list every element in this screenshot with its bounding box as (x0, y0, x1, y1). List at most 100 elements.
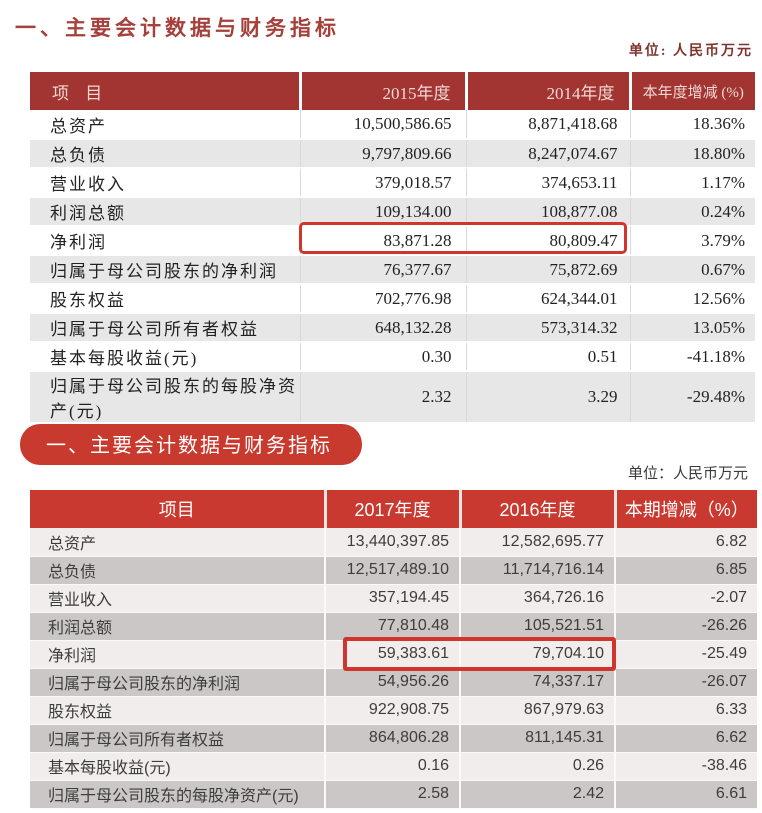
row-label: 总负债 (30, 556, 326, 585)
row-value-current: 648,132.28 (300, 313, 467, 343)
row-value-change: 3.79% (630, 226, 755, 256)
section1-title: 一、主要会计数据与财务指标 (15, 16, 340, 40)
row-value-change: -29.48% (630, 371, 755, 424)
row-value-previous: 374,653.11 (466, 168, 631, 198)
section1-unit-label: 单位: 人民币万元 (628, 44, 753, 59)
row-value-previous: 867,979.63 (460, 696, 616, 725)
table-row: 利润总额 77,810.48 105,521.51 -26.26 (30, 612, 757, 641)
row-value-change: -38.46 (615, 752, 757, 781)
row-value-change: 6.85 (615, 556, 757, 585)
row-value-current: 109,134.00 (300, 197, 467, 227)
row-value-current: 12,517,489.10 (325, 556, 461, 585)
row-value-previous: 3.29 (466, 371, 631, 424)
row-value-change: 18.80% (630, 139, 755, 169)
row-value-previous: 2.42 (460, 780, 616, 809)
table-row: 归属于母公司股东的净利润 54,956.26 74,337.17 -26.07 (30, 668, 757, 697)
row-value-change: 6.62 (615, 724, 757, 753)
row-value-current: 0.16 (325, 752, 461, 781)
row-label: 归属于母公司股东的净利润 (30, 255, 301, 285)
row-value-change: 1.17% (630, 168, 755, 198)
table-row: 归属于母公司所有者权益 864,806.28 811,145.31 6.62 (30, 724, 757, 753)
row-label: 营业收入 (30, 584, 326, 613)
table2-body: 总资产 13,440,397.85 12,582,695.77 6.82 总负债 12,5… (30, 528, 757, 809)
row-label: 归属于母公司所有者权益 (30, 724, 326, 753)
row-value-current: 864,806.28 (325, 724, 461, 753)
section2-unit-label: 单位：人民币万元 (627, 465, 748, 482)
table-row: 总资产 13,440,397.85 12,582,695.77 6.82 (30, 528, 757, 557)
row-value-change: 6.82 (615, 528, 757, 557)
table-row: 归属于母公司股东的每股净资产(元) 2.58 2.42 6.61 (30, 780, 757, 809)
row-value-previous: 80,809.47 (466, 226, 631, 256)
row-value-previous: 0.51 (466, 342, 631, 372)
row-value-previous: 624,344.01 (466, 284, 631, 314)
row-value-previous: 364,726.16 (460, 584, 616, 613)
row-value-change: 6.61 (615, 780, 757, 809)
row-value-change: -2.07 (615, 584, 757, 613)
row-value-change: 12.56% (630, 284, 755, 314)
row-value-previous: 11,714,716.14 (460, 556, 616, 585)
row-value-change: 6.33 (615, 696, 757, 725)
row-label: 归属于母公司股东的每股净资产(元) (30, 371, 301, 424)
row-value-change: -41.18% (630, 342, 755, 372)
table-row: 基本每股收益(元) 0.30 0.51 -41.18% (30, 342, 755, 372)
row-value-previous: 8,871,418.68 (466, 110, 631, 140)
table-row: 归属于母公司股东的净利润 76,377.67 75,872.69 0.67% (30, 255, 755, 285)
row-value-previous: 105,521.51 (460, 612, 616, 641)
row-value-change: 18.36% (630, 110, 755, 140)
row-value-current: 2.58 (325, 780, 461, 809)
row-value-current: 2.32 (300, 371, 467, 424)
table-row: 总资产 10,500,586.65 8,871,418.68 18.36% (30, 110, 755, 140)
row-value-previous: 12,582,695.77 (460, 528, 616, 557)
table-row: 基本每股收益(元) 0.16 0.26 -38.46 (30, 752, 757, 781)
row-value-previous: 0.26 (460, 752, 616, 781)
row-label: 净利润 (30, 640, 326, 669)
table2-header-year-current: 2017年度 (325, 490, 462, 528)
row-value-current: 77,810.48 (325, 612, 461, 641)
table-row: 总负债 9,797,809.66 8,247,074.67 18.80% (30, 139, 755, 169)
table-row: 股东权益 702,776.98 624,344.01 12.56% (30, 284, 755, 314)
row-value-previous: 573,314.32 (466, 313, 631, 343)
row-value-previous: 79,704.10 (460, 640, 616, 669)
row-value-previous: 8,247,074.67 (466, 139, 631, 169)
table2-header-year-previous: 2016年度 (460, 490, 617, 528)
row-value-change: 0.67% (630, 255, 755, 285)
table2-header-item: 项目 (30, 490, 327, 528)
row-value-change: 13.05% (630, 313, 755, 343)
row-label: 利润总额 (30, 197, 301, 227)
table-row: 净利润 59,383.61 79,704.10 -25.49 (30, 640, 757, 669)
row-value-current: 54,956.26 (325, 668, 461, 697)
row-value-change: -26.26 (615, 612, 757, 641)
table1-header-change: 本年度增减 (%) (630, 72, 755, 110)
row-value-current: 59,383.61 (325, 640, 461, 669)
financial-table-2017-2016: 项目 2017年度 2016年度 本期增减（%） 总资产 13,440,397.8… (30, 490, 757, 809)
row-value-current: 9,797,809.66 (300, 139, 467, 169)
row-value-change: 0.24% (630, 197, 755, 227)
row-value-previous: 75,872.69 (466, 255, 631, 285)
row-value-current: 922,908.75 (325, 696, 461, 725)
row-value-current: 0.30 (300, 342, 467, 372)
table1-header-year-previous: 2014年度 (466, 72, 632, 110)
table-row: 归属于母公司股东的每股净资产(元) 2.32 3.29 -29.48% (30, 371, 755, 424)
row-label: 净利润 (30, 226, 301, 256)
row-value-current: 76,377.67 (300, 255, 467, 285)
row-value-current: 83,871.28 (300, 226, 467, 256)
table1-header: 项 目 2015年度 2014年度 本年度增减 (%) (30, 72, 755, 110)
row-label: 总资产 (30, 528, 326, 557)
row-label: 股东权益 (30, 284, 301, 314)
row-value-current: 10,500,586.65 (300, 110, 467, 140)
row-value-current: 702,776.98 (300, 284, 467, 314)
table-row: 归属于母公司所有者权益 648,132.28 573,314.32 13.05% (30, 313, 755, 343)
row-value-previous: 74,337.17 (460, 668, 616, 697)
row-value-current: 13,440,397.85 (325, 528, 461, 557)
section2-title-badge: 一、主要会计数据与财务指标 (20, 424, 362, 465)
table-row: 营业收入 357,194.45 364,726.16 -2.07 (30, 584, 757, 613)
row-label: 归属于母公司股东的每股净资产(元) (30, 780, 326, 809)
row-label: 基本每股收益(元) (30, 342, 301, 372)
row-label: 总资产 (30, 110, 301, 140)
row-value-change: -26.07 (615, 668, 757, 697)
financial-table-2015-2014: 项 目 2015年度 2014年度 本年度增减 (%) 总资产 10,500,58… (30, 72, 755, 424)
row-label: 利润总额 (30, 612, 326, 641)
row-label: 基本每股收益(元) (30, 752, 326, 781)
row-label: 总负债 (30, 139, 301, 169)
